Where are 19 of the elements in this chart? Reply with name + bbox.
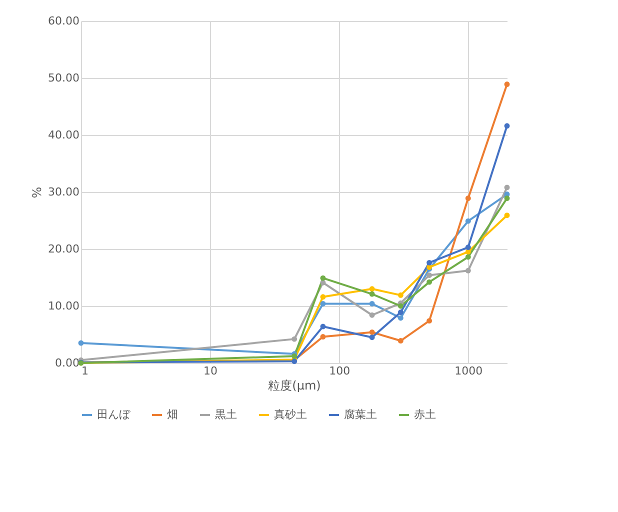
legend-label: 黒土 (215, 408, 237, 421)
legend-label: 田んぼ (97, 408, 131, 421)
x-tick-label: 10 (204, 364, 218, 378)
legend-label: 赤土 (414, 408, 436, 421)
x-tick-label: 1000 (454, 364, 483, 378)
y-tick-label: 10.00 (48, 300, 80, 312)
y-tick-label: 60.00 (48, 14, 80, 28)
y-tick-label: 0.00 (55, 356, 80, 370)
x-tick-label: 1 (82, 364, 88, 378)
x-tick-label: 100 (329, 364, 350, 378)
y-tick-label: 30.00 (48, 186, 80, 198)
legend-label: 畑 (167, 408, 178, 421)
legend-label: 腐葉土 (344, 408, 377, 421)
y-axis-title: % (30, 186, 44, 198)
y-tick-label: 20.00 (48, 242, 80, 256)
legend-label: 真砂土 (274, 408, 307, 421)
x-axis-title: 粒度(μm) (268, 378, 321, 392)
y-tick-label: 40.00 (48, 128, 80, 142)
y-tick-label: 50.00 (48, 72, 80, 84)
